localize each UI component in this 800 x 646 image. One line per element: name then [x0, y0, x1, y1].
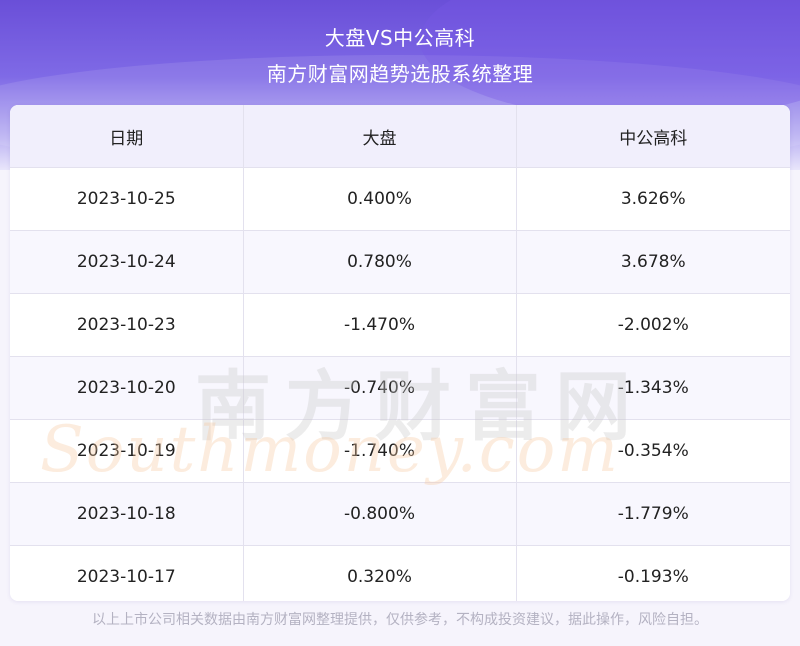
- table-row: 2023-10-25 0.400% 3.626%: [10, 167, 790, 231]
- footer-disclaimer: 以上上市公司相关数据由南方财富网整理提供，仅供参考，不构成投资建议，据此操作，风…: [92, 612, 708, 628]
- stock-change-cell: -0.193%: [516, 545, 790, 601]
- date-cell: 2023-10-20: [10, 356, 244, 420]
- stock-change-cell: -1.779%: [516, 482, 790, 546]
- table-row: 2023-10-19 -1.740% -0.354%: [10, 419, 790, 483]
- comparison-table: 日期 大盘 中公高科 2023-10-25 0.400% 3.626% 2023…: [10, 105, 790, 601]
- market-change-cell: 0.400%: [243, 167, 517, 231]
- stock-change-cell: -1.343%: [516, 356, 790, 420]
- market-change-cell: 0.320%: [243, 545, 517, 601]
- page-title: 大盘VS中公高科: [324, 26, 476, 50]
- market-change-cell: -1.470%: [243, 293, 517, 357]
- column-header-stock: 中公高科: [516, 105, 790, 168]
- data-table-card: 日期 大盘 中公高科 2023-10-25 0.400% 3.626% 2023…: [10, 105, 790, 601]
- date-cell: 2023-10-18: [10, 482, 244, 546]
- stock-change-cell: 3.626%: [516, 167, 790, 231]
- column-header-market: 大盘: [243, 105, 517, 168]
- table-row: 2023-10-23 -1.470% -2.002%: [10, 293, 790, 357]
- market-change-cell: -0.800%: [243, 482, 517, 546]
- date-cell: 2023-10-17: [10, 545, 244, 601]
- column-header-date: 日期: [10, 105, 244, 168]
- stock-change-cell: 3.678%: [516, 230, 790, 294]
- date-cell: 2023-10-25: [10, 167, 244, 231]
- date-cell: 2023-10-19: [10, 419, 244, 483]
- market-change-cell: -0.740%: [243, 356, 517, 420]
- market-change-cell: -1.740%: [243, 419, 517, 483]
- page-subtitle: 南方财富网趋势选股系统整理: [266, 62, 534, 86]
- date-cell: 2023-10-23: [10, 293, 244, 357]
- stock-change-cell: -2.002%: [516, 293, 790, 357]
- table-row: 2023-10-18 -0.800% -1.779%: [10, 482, 790, 546]
- table-header-row: 日期 大盘 中公高科: [10, 105, 790, 168]
- table-row: 2023-10-24 0.780% 3.678%: [10, 230, 790, 294]
- market-change-cell: 0.780%: [243, 230, 517, 294]
- table-row: 2023-10-17 0.320% -0.193%: [10, 545, 790, 601]
- table-row: 2023-10-20 -0.740% -1.343%: [10, 356, 790, 420]
- date-cell: 2023-10-24: [10, 230, 244, 294]
- stock-change-cell: -0.354%: [516, 419, 790, 483]
